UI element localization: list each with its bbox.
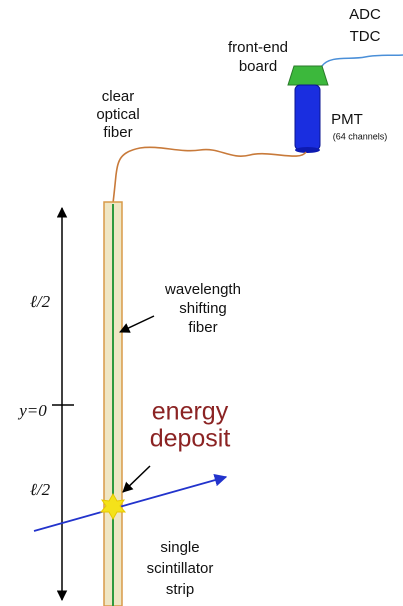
energy-deposit — [99, 492, 127, 521]
particle-track — [33, 474, 228, 532]
deposit-label: deposit — [150, 425, 231, 453]
fiber-label: clear — [102, 88, 135, 105]
deposit-label: energy — [152, 398, 229, 426]
pmt-label: PMT — [331, 111, 363, 128]
pmt-face — [295, 147, 320, 153]
readout-cable — [321, 54, 403, 67]
fiber-label: fiber — [103, 124, 132, 141]
pmt-channels: (64 channels) — [333, 131, 388, 141]
wls-pointer — [119, 315, 155, 333]
strip-label: scintillator — [147, 560, 214, 577]
deposit-pointer — [122, 465, 151, 493]
half-length-label: ℓ/2 — [30, 480, 51, 499]
wls-label: wavelength — [164, 281, 241, 298]
strip-label: strip — [166, 581, 194, 598]
half-length-label: ℓ/2 — [30, 292, 51, 311]
clear-fiber — [112, 146, 307, 204]
adc-label: ADC — [349, 6, 381, 23]
board-label: board — [239, 58, 277, 75]
fiber-label: optical — [96, 106, 139, 123]
strip-label: single — [160, 539, 199, 556]
tdc-label: TDC — [350, 28, 381, 45]
wls-label: shifting — [179, 300, 227, 317]
wls-label: fiber — [188, 319, 217, 336]
front-end-board — [287, 65, 329, 86]
board-label: front-end — [228, 39, 288, 56]
pmt — [294, 84, 321, 151]
zero-label: y=0 — [17, 401, 47, 420]
